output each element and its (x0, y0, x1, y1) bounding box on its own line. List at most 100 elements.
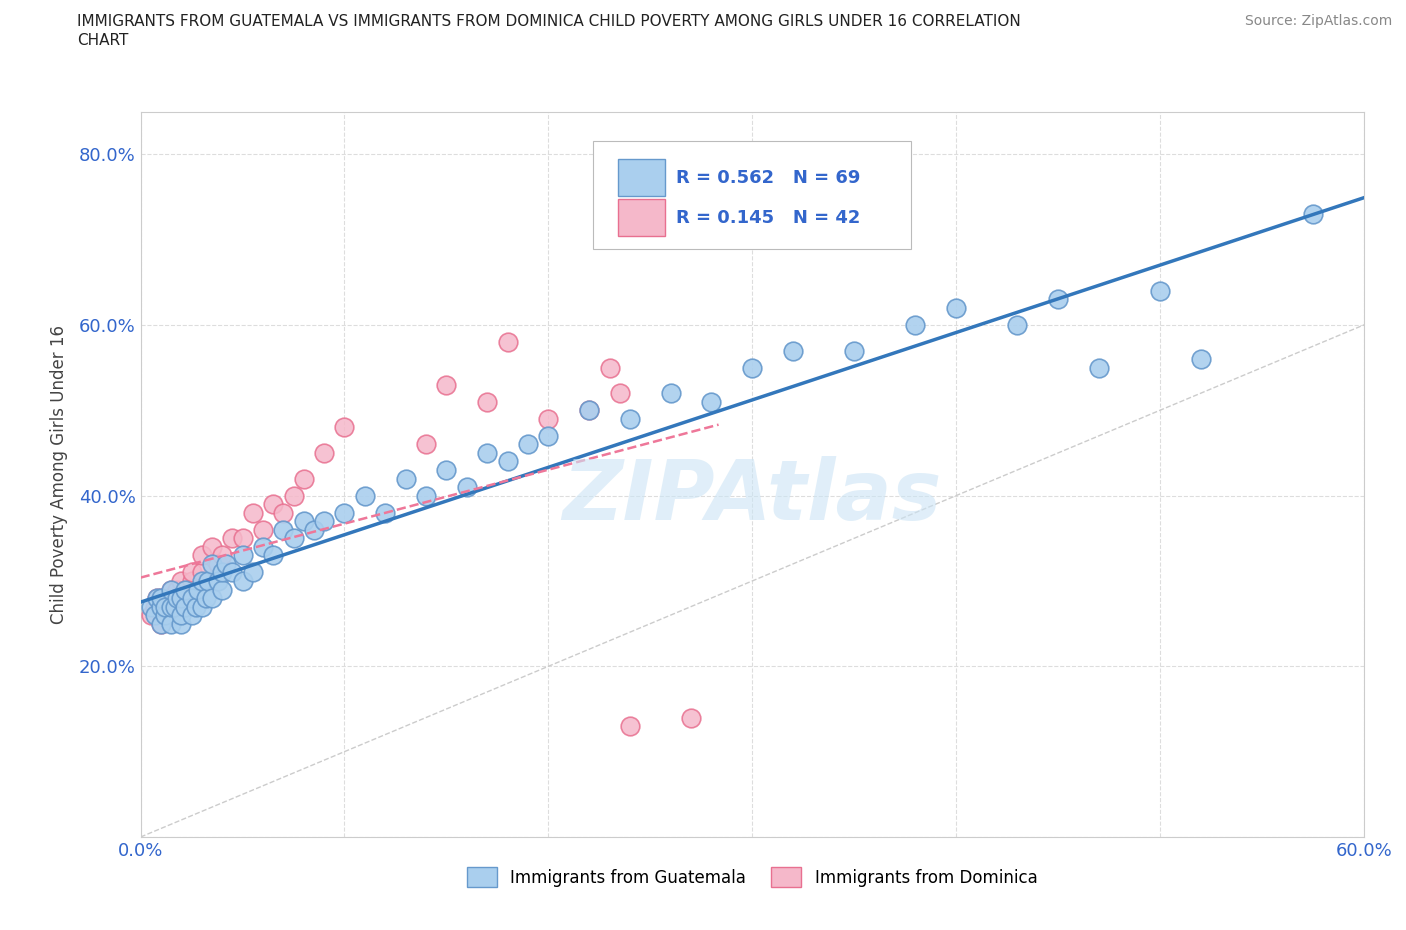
Point (170, 574, 193, 589)
Point (201, 539, 224, 554)
Text: IMMIGRANTS FROM GUATEMALA VS IMMIGRANTS FROM DOMINICA CHILD POVERTY AMONG GIRLS : IMMIGRANTS FROM GUATEMALA VS IMMIGRANTS … (77, 14, 1021, 29)
Point (191, 599, 214, 614)
Point (201, 591, 224, 605)
FancyBboxPatch shape (617, 159, 665, 196)
Point (659, 386, 682, 401)
Point (1189, 352, 1212, 366)
Point (153, 599, 176, 614)
Point (302, 523, 325, 538)
Point (578, 403, 600, 418)
Point (496, 335, 519, 350)
Text: ZIPAtlas: ZIPAtlas (562, 456, 942, 537)
Point (191, 548, 214, 563)
Text: R = 0.145   N = 42: R = 0.145 N = 42 (676, 208, 860, 227)
Point (165, 599, 187, 614)
Point (170, 617, 193, 631)
Point (174, 582, 197, 597)
Point (211, 565, 233, 580)
Point (201, 556, 224, 571)
Point (146, 591, 169, 605)
Point (166, 582, 188, 597)
Point (207, 574, 229, 589)
Point (160, 582, 183, 597)
Point (578, 403, 600, 418)
Point (292, 472, 315, 486)
Point (180, 574, 202, 589)
Text: Source: ZipAtlas.com: Source: ZipAtlas.com (1244, 14, 1392, 28)
Point (194, 591, 217, 605)
Point (153, 599, 176, 614)
Point (374, 505, 396, 520)
Point (333, 505, 356, 520)
Point (1088, 360, 1111, 375)
Point (231, 548, 254, 563)
Point (157, 591, 180, 605)
Point (537, 429, 560, 444)
Point (153, 607, 176, 622)
Point (415, 437, 437, 452)
Text: CHART: CHART (77, 33, 129, 47)
Point (619, 411, 641, 426)
Point (139, 599, 162, 614)
Point (1149, 284, 1171, 299)
Point (184, 599, 207, 614)
Point (197, 574, 219, 589)
Point (165, 599, 187, 614)
Point (283, 531, 305, 546)
Point (150, 591, 172, 605)
Point (160, 607, 183, 622)
Point (160, 582, 183, 597)
Point (150, 591, 172, 605)
Point (681, 711, 703, 725)
Point (187, 582, 209, 597)
Point (146, 591, 169, 605)
Point (904, 317, 927, 332)
Point (174, 599, 197, 614)
Point (150, 599, 172, 614)
Point (252, 539, 274, 554)
Point (599, 360, 621, 375)
Point (436, 378, 458, 392)
Point (741, 360, 763, 375)
Point (475, 394, 498, 409)
Point (394, 472, 416, 486)
Point (517, 437, 540, 452)
Point (211, 548, 233, 563)
Point (221, 531, 243, 546)
Text: R = 0.562   N = 69: R = 0.562 N = 69 (676, 168, 860, 187)
Point (221, 565, 243, 580)
Point (187, 582, 209, 597)
Point (312, 445, 335, 460)
Point (180, 565, 202, 580)
Point (354, 488, 377, 503)
Point (166, 591, 188, 605)
Point (609, 386, 631, 401)
FancyBboxPatch shape (617, 199, 665, 236)
Point (191, 574, 214, 589)
Point (180, 591, 202, 605)
Point (537, 411, 560, 426)
Point (262, 497, 284, 512)
Point (231, 574, 254, 589)
Point (170, 591, 193, 605)
Point (415, 488, 437, 503)
Point (333, 420, 356, 435)
Point (456, 480, 478, 495)
Y-axis label: Child Poverty Among Girls Under 16: Child Poverty Among Girls Under 16 (49, 325, 67, 624)
Point (271, 523, 295, 538)
Point (1007, 317, 1029, 332)
Point (174, 582, 197, 597)
Point (844, 343, 866, 358)
Point (312, 513, 335, 528)
Point (292, 513, 315, 528)
Point (160, 617, 183, 631)
Point (283, 488, 305, 503)
Point (1046, 292, 1070, 307)
Point (150, 617, 172, 631)
Point (700, 394, 723, 409)
Legend: Immigrants from Guatemala, Immigrants from Dominica: Immigrants from Guatemala, Immigrants fr… (460, 860, 1045, 894)
Point (180, 607, 202, 622)
Point (191, 565, 214, 580)
Point (271, 505, 295, 520)
Point (207, 556, 229, 571)
